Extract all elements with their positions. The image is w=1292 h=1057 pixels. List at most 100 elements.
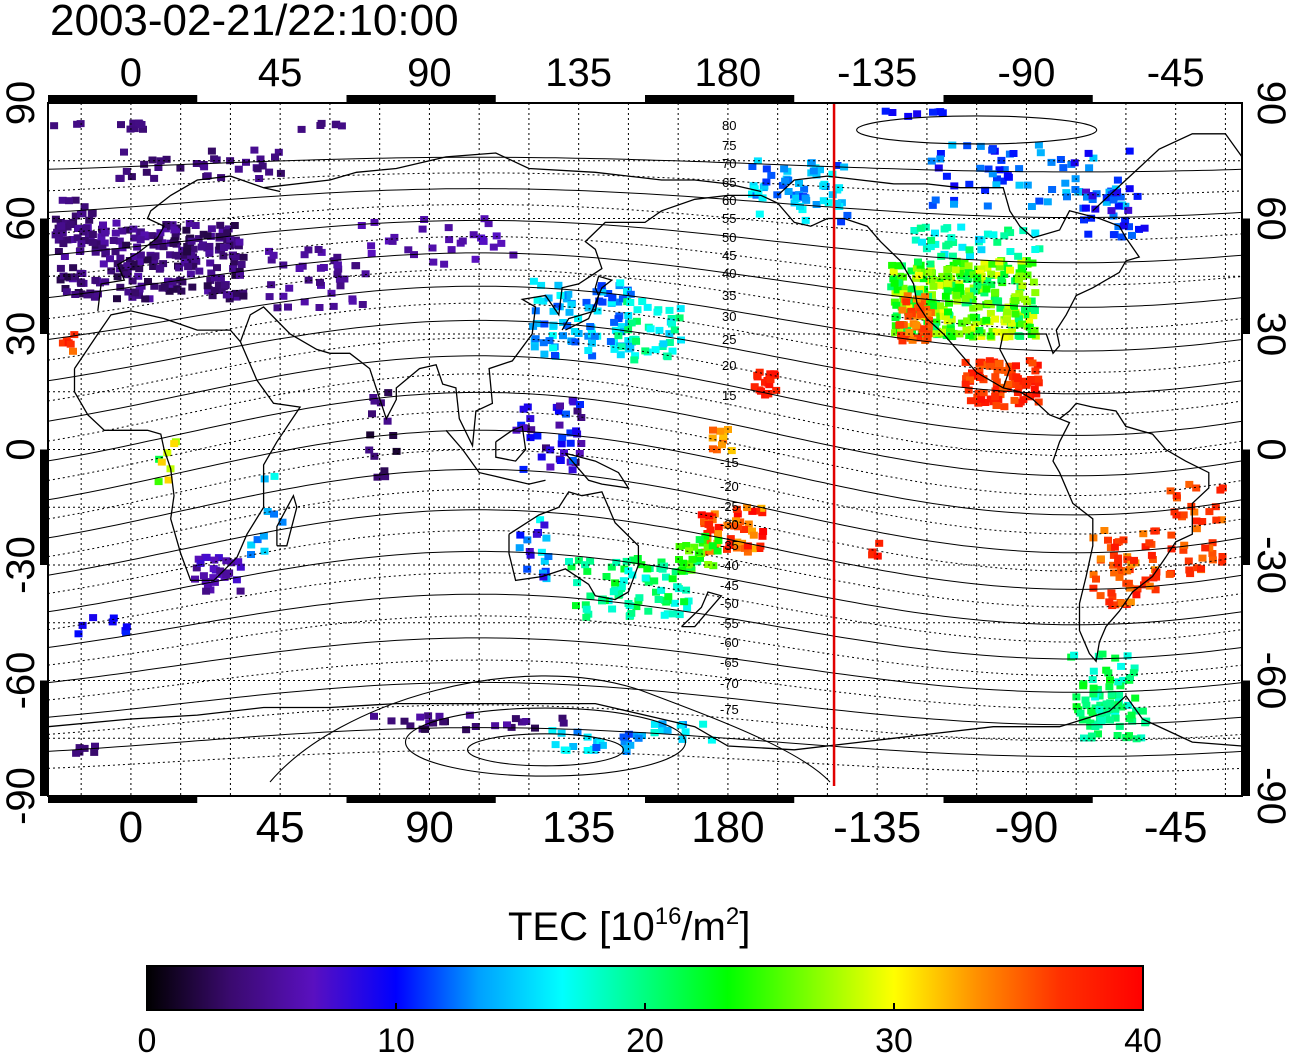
- tec-point: [557, 440, 566, 448]
- tec-point: [239, 292, 248, 300]
- colorbar-tick-label: 0: [138, 1022, 157, 1057]
- tec-point: [1190, 508, 1199, 516]
- tec-point: [908, 285, 917, 293]
- tec-point: [83, 291, 92, 299]
- tec-point: [109, 237, 118, 244]
- tec-point: [258, 162, 267, 170]
- left-lat-tick: 60: [0, 196, 43, 241]
- tec-point: [562, 410, 570, 418]
- tec-point: [1110, 543, 1119, 551]
- tec-point: [1094, 730, 1102, 738]
- tec-point: [546, 463, 555, 471]
- left-lat-tick: -90: [0, 767, 43, 825]
- tec-point: [253, 165, 262, 173]
- tec-point: [1014, 252, 1023, 260]
- tec-point: [1145, 539, 1154, 547]
- tec-point: [919, 325, 928, 333]
- tec-point: [1028, 259, 1037, 267]
- tec-point: [380, 467, 389, 475]
- tec-point: [91, 276, 100, 284]
- tec-point: [977, 318, 986, 326]
- tec-point: [748, 507, 757, 515]
- tec-point: [650, 577, 659, 585]
- tec-point: [991, 393, 1000, 400]
- tec-point: [445, 236, 454, 244]
- mag-contour: [47, 219, 1243, 264]
- tec-point: [111, 229, 120, 237]
- tec-point: [992, 328, 1001, 336]
- tec-point: [1087, 214, 1096, 222]
- tec-point: [964, 262, 973, 270]
- tec-point: [898, 337, 907, 345]
- tec-point: [663, 353, 672, 361]
- tec-point: [205, 242, 214, 250]
- tec-point: [209, 565, 218, 573]
- tec-point: [1027, 203, 1036, 210]
- contour-label: -35: [720, 538, 739, 553]
- tec-point: [574, 315, 583, 322]
- tec-point: [1135, 225, 1143, 233]
- tec-point: [664, 593, 673, 601]
- tec-point: [614, 332, 623, 340]
- tec-point: [51, 231, 60, 239]
- tec-point: [632, 317, 641, 325]
- tec-point: [1114, 538, 1123, 546]
- tec-point: [970, 287, 978, 295]
- tec-point: [1082, 188, 1090, 196]
- tec-point: [748, 190, 756, 198]
- tec-point: [141, 295, 150, 303]
- tec-point: [267, 256, 276, 264]
- tec-point: [961, 294, 970, 302]
- tec-point: [940, 225, 949, 233]
- tec-point: [807, 159, 816, 167]
- tec-point: [228, 251, 237, 259]
- tec-point: [964, 386, 973, 394]
- top-lon-tick: 45: [258, 51, 303, 95]
- tec-point: [577, 440, 586, 447]
- mag-contour: [47, 172, 1243, 196]
- tec-point: [1035, 197, 1044, 205]
- tec-point: [70, 331, 79, 339]
- tec-point: [239, 253, 248, 261]
- tec-point: [222, 557, 231, 565]
- tec-point: [615, 590, 624, 598]
- tec-point: [207, 147, 216, 155]
- tec-point: [225, 291, 233, 299]
- tec-point: [157, 458, 166, 466]
- tec-point: [638, 298, 647, 305]
- tec-point: [629, 556, 638, 564]
- tec-point: [889, 268, 898, 276]
- tec-point: [169, 239, 178, 247]
- bottom-lon-tick: -90: [995, 803, 1059, 852]
- tec-point: [1124, 206, 1133, 214]
- tec-point: [709, 426, 717, 434]
- tec-point: [1071, 186, 1080, 193]
- tec-point: [503, 721, 511, 729]
- tec-point: [944, 308, 952, 316]
- tec-point: [191, 255, 200, 263]
- tec-point: [566, 429, 575, 437]
- tec-point: [1152, 568, 1161, 576]
- tec-point: [256, 155, 265, 163]
- tec-point: [924, 269, 933, 276]
- tec-point: [1117, 662, 1126, 670]
- tec-point: [760, 182, 769, 190]
- tec-point: [567, 301, 576, 309]
- top-lon-tick: 180: [695, 51, 762, 95]
- tec-point: [209, 574, 218, 582]
- tec-point: [938, 272, 947, 280]
- tec-point: [69, 264, 78, 272]
- contour-label: 35: [722, 288, 736, 303]
- tec-point: [1096, 701, 1105, 709]
- tec-point: [484, 220, 493, 228]
- mag-contour: [47, 188, 1243, 219]
- tec-point: [130, 125, 139, 133]
- tec-point: [128, 293, 137, 301]
- tec-point: [947, 315, 956, 323]
- tec-point: [1192, 525, 1201, 533]
- tec-point: [1036, 149, 1045, 157]
- tec-point: [833, 200, 842, 207]
- tec-point: [680, 598, 689, 606]
- tec-point: [743, 548, 752, 556]
- mag-contour: [47, 355, 1243, 436]
